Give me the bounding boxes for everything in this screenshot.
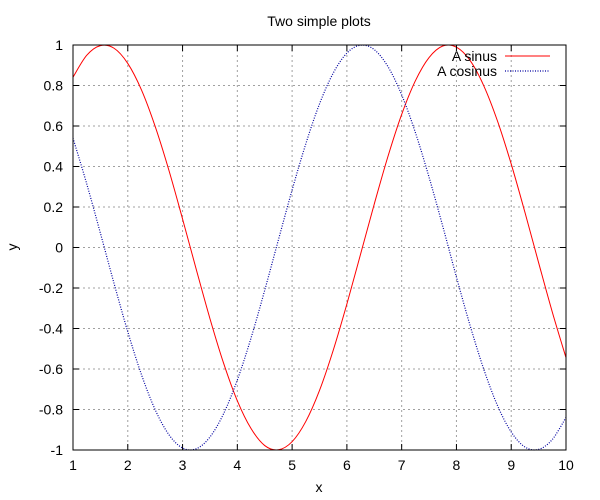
y-tick-label: 0.6 [44, 118, 64, 134]
ticks: 1 2 3 4 5 6 7 8 9 10 1 0.8 0.6 0.4 0.2 0 -0.2 -0.4 -0.6 -0.… [39, 37, 574, 473]
series-line-cosinus [72, 44, 567, 451]
grid [73, 45, 566, 450]
x-axis-label: x [316, 479, 323, 495]
x-tick-label: 6 [343, 457, 351, 473]
y-tick-label: 0.4 [44, 159, 64, 175]
series-layer [72, 44, 567, 451]
x-tick-label: 3 [179, 457, 187, 473]
x-tick-label: 1 [69, 457, 77, 473]
y-axis-label: y [4, 244, 20, 251]
chart-title: Two simple plots [267, 13, 370, 29]
series-line-sinus [72, 44, 567, 451]
y-tick-label: 0 [55, 240, 63, 256]
y-tick-label: 0.2 [44, 199, 64, 215]
legend-label: A sinus [452, 48, 497, 64]
y-tick-label: -0.4 [39, 321, 63, 337]
x-tick-label: 2 [124, 457, 132, 473]
legend-label: A cosinus [437, 63, 497, 79]
x-tick-label: 8 [453, 457, 461, 473]
x-tick-label: 9 [507, 457, 515, 473]
y-tick-label: -0.2 [39, 280, 63, 296]
y-tick-label: -1 [51, 442, 64, 458]
x-tick-label: 5 [288, 457, 296, 473]
x-tick-label: 4 [233, 457, 241, 473]
y-tick-label: -0.6 [39, 361, 63, 377]
y-tick-label: -0.8 [39, 402, 63, 418]
x-tick-label: 7 [398, 457, 406, 473]
y-tick-label: 1 [55, 37, 63, 53]
y-tick-label: 0.8 [44, 78, 64, 94]
x-tick-label: 10 [558, 457, 574, 473]
